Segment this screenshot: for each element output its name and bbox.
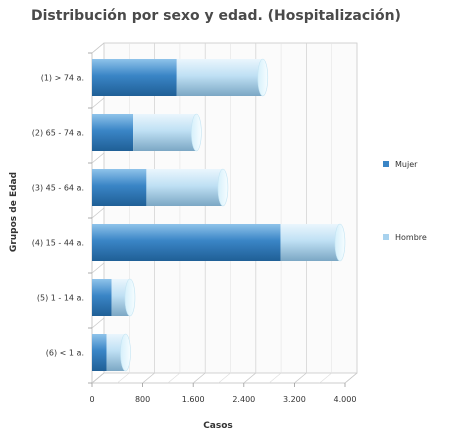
bar-group [92,278,136,317]
bar-mujer [92,59,177,96]
grid-floor-line [344,372,358,384]
bars [92,58,346,372]
band-separator [91,97,105,109]
grid-floor-line-minor [218,372,231,384]
bar-end-cap [257,58,269,97]
bar-mujer [92,224,281,261]
band-separator [91,372,105,384]
legend: Mujer Hombre [383,160,427,242]
band-separator [91,317,105,329]
grid-floor-line [192,372,206,384]
band-separator [91,152,105,164]
grid-floor-line-minor [319,372,332,384]
grid-floor-line-minor [268,372,282,384]
category-label: (2) 65 - 74 a. [32,129,84,138]
plot-grid [88,42,358,387]
band-separator [91,207,105,219]
legend-label-hombre: Hombre [395,233,427,242]
grid-floor-line-minor [117,372,130,384]
legend-label-mujer: Mujer [395,160,418,169]
bar-end-cap [120,333,131,372]
x-tick-label: 3.200 [283,395,306,404]
bar-mujer [92,169,147,206]
x-tick-label: 1.600 [182,395,205,404]
grid-floor-line-minor [167,372,181,384]
category-label: (6) < 1 a. [46,349,84,358]
band-separator [91,42,105,54]
bar-mujer [92,114,134,151]
bar-end-cap [191,113,202,152]
bar-hombre [133,114,197,151]
bar-group [92,333,131,372]
bar-mujer [92,279,112,316]
bar-hombre [176,59,263,96]
bar-group [92,168,229,207]
x-axis-title: Casos [203,421,233,431]
category-label: (5) 1 - 14 a. [37,294,84,303]
x-tick-label: 4.000 [334,395,357,404]
x-tick-label: 0 [89,395,94,404]
grid-floor-line [294,372,307,384]
bar-group [92,223,346,262]
category-labels: (1) > 74 a. (2) 65 - 74 a. (3) 45 - 64 a. (… [32,74,84,358]
bar-mujer [92,334,107,371]
legend-swatch-mujer [383,161,389,167]
bar-end-cap [124,278,136,317]
category-label: (1) > 74 a. [41,74,84,83]
bar-end-cap [217,168,229,207]
grid-floor-line [142,372,155,384]
legend-swatch-hombre [383,234,389,240]
band-separator [91,262,105,274]
bar-group [92,58,269,97]
category-label: (4) 15 - 44 a. [32,239,84,248]
chart-title: Distribución por sexo y edad. (Hospitali… [31,8,401,24]
grid-floor-line [243,372,257,384]
bar-hombre [146,169,223,206]
category-label: (3) 45 - 64 a. [32,184,84,193]
x-tick-label: 2.400 [232,395,255,404]
x-tick-labels: 0 800 1.600 2.400 3.200 4.000 [89,395,356,404]
x-tick-label: 800 [135,395,150,404]
bar-hombre [106,334,126,371]
y-axis-title: Grupos de Edad [9,172,19,252]
bar-group [92,113,202,152]
bar-hombre [280,224,340,261]
bar-end-cap [334,223,346,262]
